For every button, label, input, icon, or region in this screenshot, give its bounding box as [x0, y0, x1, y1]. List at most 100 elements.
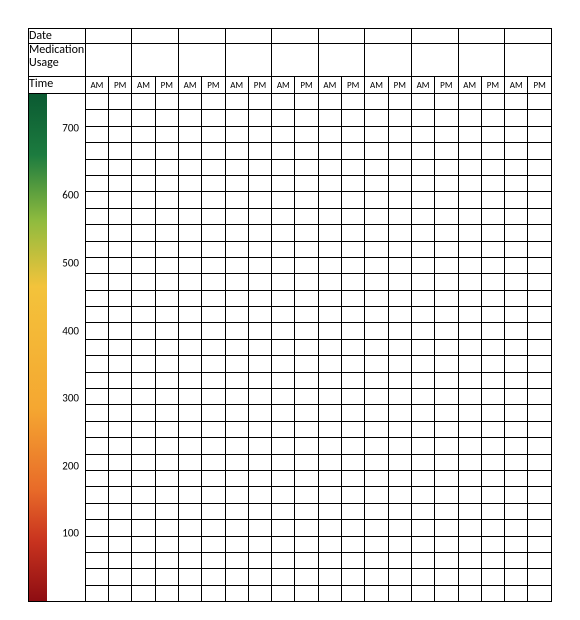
- grid-cell[interactable]: [388, 536, 411, 552]
- grid-cell[interactable]: [202, 94, 225, 110]
- grid-cell[interactable]: [435, 175, 458, 191]
- grid-cell[interactable]: [342, 487, 365, 503]
- grid-cell[interactable]: [178, 257, 201, 273]
- date-cell[interactable]: [85, 29, 132, 44]
- grid-cell[interactable]: [505, 208, 528, 224]
- grid-cell[interactable]: [365, 454, 388, 470]
- grid-cell[interactable]: [155, 274, 178, 290]
- grid-cell[interactable]: [458, 241, 481, 257]
- grid-cell[interactable]: [342, 503, 365, 519]
- grid-cell[interactable]: [178, 585, 201, 601]
- grid-cell[interactable]: [481, 126, 504, 142]
- grid-cell[interactable]: [342, 192, 365, 208]
- grid-cell[interactable]: [272, 241, 295, 257]
- grid-cell[interactable]: [155, 503, 178, 519]
- grid-cell[interactable]: [225, 389, 248, 405]
- grid-cell[interactable]: [458, 175, 481, 191]
- grid-cell[interactable]: [85, 110, 108, 126]
- grid-cell[interactable]: [225, 143, 248, 159]
- grid-cell[interactable]: [388, 126, 411, 142]
- grid-cell[interactable]: [481, 552, 504, 568]
- grid-cell[interactable]: [505, 257, 528, 273]
- grid-cell[interactable]: [318, 389, 341, 405]
- grid-cell[interactable]: [85, 290, 108, 306]
- grid-cell[interactable]: [411, 241, 434, 257]
- grid-cell[interactable]: [248, 126, 271, 142]
- grid-cell[interactable]: [435, 405, 458, 421]
- grid-cell[interactable]: [342, 438, 365, 454]
- grid-cell[interactable]: [178, 241, 201, 257]
- grid-cell[interactable]: [481, 487, 504, 503]
- grid-cell[interactable]: [411, 503, 434, 519]
- grid-cell[interactable]: [528, 257, 552, 273]
- grid-cell[interactable]: [318, 438, 341, 454]
- grid-cell[interactable]: [528, 290, 552, 306]
- grid-cell[interactable]: [365, 470, 388, 486]
- grid-cell[interactable]: [458, 487, 481, 503]
- grid-cell[interactable]: [155, 159, 178, 175]
- grid-cell[interactable]: [225, 241, 248, 257]
- grid-cell[interactable]: [85, 208, 108, 224]
- grid-cell[interactable]: [435, 389, 458, 405]
- grid-cell[interactable]: [318, 569, 341, 585]
- grid-cell[interactable]: [248, 175, 271, 191]
- grid-cell[interactable]: [458, 257, 481, 273]
- grid-cell[interactable]: [505, 323, 528, 339]
- grid-cell[interactable]: [178, 126, 201, 142]
- medication-cell[interactable]: [85, 44, 132, 77]
- grid-cell[interactable]: [202, 159, 225, 175]
- grid-cell[interactable]: [109, 569, 132, 585]
- grid-cell[interactable]: [202, 454, 225, 470]
- grid-cell[interactable]: [248, 241, 271, 257]
- grid-cell[interactable]: [435, 503, 458, 519]
- grid-cell[interactable]: [318, 520, 341, 536]
- grid-cell[interactable]: [411, 552, 434, 568]
- grid-cell[interactable]: [225, 454, 248, 470]
- grid-cell[interactable]: [132, 143, 155, 159]
- grid-cell[interactable]: [505, 520, 528, 536]
- grid-cell[interactable]: [85, 585, 108, 601]
- grid-cell[interactable]: [528, 389, 552, 405]
- grid-cell[interactable]: [528, 405, 552, 421]
- grid-cell[interactable]: [178, 569, 201, 585]
- grid-cell[interactable]: [248, 356, 271, 372]
- grid-cell[interactable]: [85, 126, 108, 142]
- grid-cell[interactable]: [318, 307, 341, 323]
- grid-cell[interactable]: [295, 503, 318, 519]
- grid-cell[interactable]: [202, 175, 225, 191]
- grid-cell[interactable]: [411, 175, 434, 191]
- grid-cell[interactable]: [178, 470, 201, 486]
- grid-cell[interactable]: [435, 487, 458, 503]
- grid-cell[interactable]: [85, 520, 108, 536]
- grid-cell[interactable]: [458, 421, 481, 437]
- grid-cell[interactable]: [365, 520, 388, 536]
- grid-cell[interactable]: [505, 175, 528, 191]
- grid-cell[interactable]: [458, 208, 481, 224]
- grid-cell[interactable]: [528, 585, 552, 601]
- grid-cell[interactable]: [248, 339, 271, 355]
- grid-cell[interactable]: [132, 389, 155, 405]
- grid-cell[interactable]: [248, 110, 271, 126]
- grid-cell[interactable]: [202, 192, 225, 208]
- grid-cell[interactable]: [318, 339, 341, 355]
- grid-cell[interactable]: [388, 143, 411, 159]
- grid-cell[interactable]: [132, 520, 155, 536]
- grid-cell[interactable]: [318, 470, 341, 486]
- grid-cell[interactable]: [435, 421, 458, 437]
- grid-cell[interactable]: [458, 438, 481, 454]
- grid-cell[interactable]: [272, 405, 295, 421]
- grid-cell[interactable]: [318, 405, 341, 421]
- grid-cell[interactable]: [109, 208, 132, 224]
- grid-cell[interactable]: [458, 126, 481, 142]
- grid-cell[interactable]: [388, 94, 411, 110]
- grid-cell[interactable]: [155, 487, 178, 503]
- grid-cell[interactable]: [528, 241, 552, 257]
- grid-cell[interactable]: [225, 405, 248, 421]
- date-cell[interactable]: [225, 29, 272, 44]
- grid-cell[interactable]: [295, 569, 318, 585]
- grid-cell[interactable]: [248, 536, 271, 552]
- grid-cell[interactable]: [225, 372, 248, 388]
- grid-cell[interactable]: [435, 520, 458, 536]
- grid-cell[interactable]: [202, 110, 225, 126]
- grid-cell[interactable]: [318, 552, 341, 568]
